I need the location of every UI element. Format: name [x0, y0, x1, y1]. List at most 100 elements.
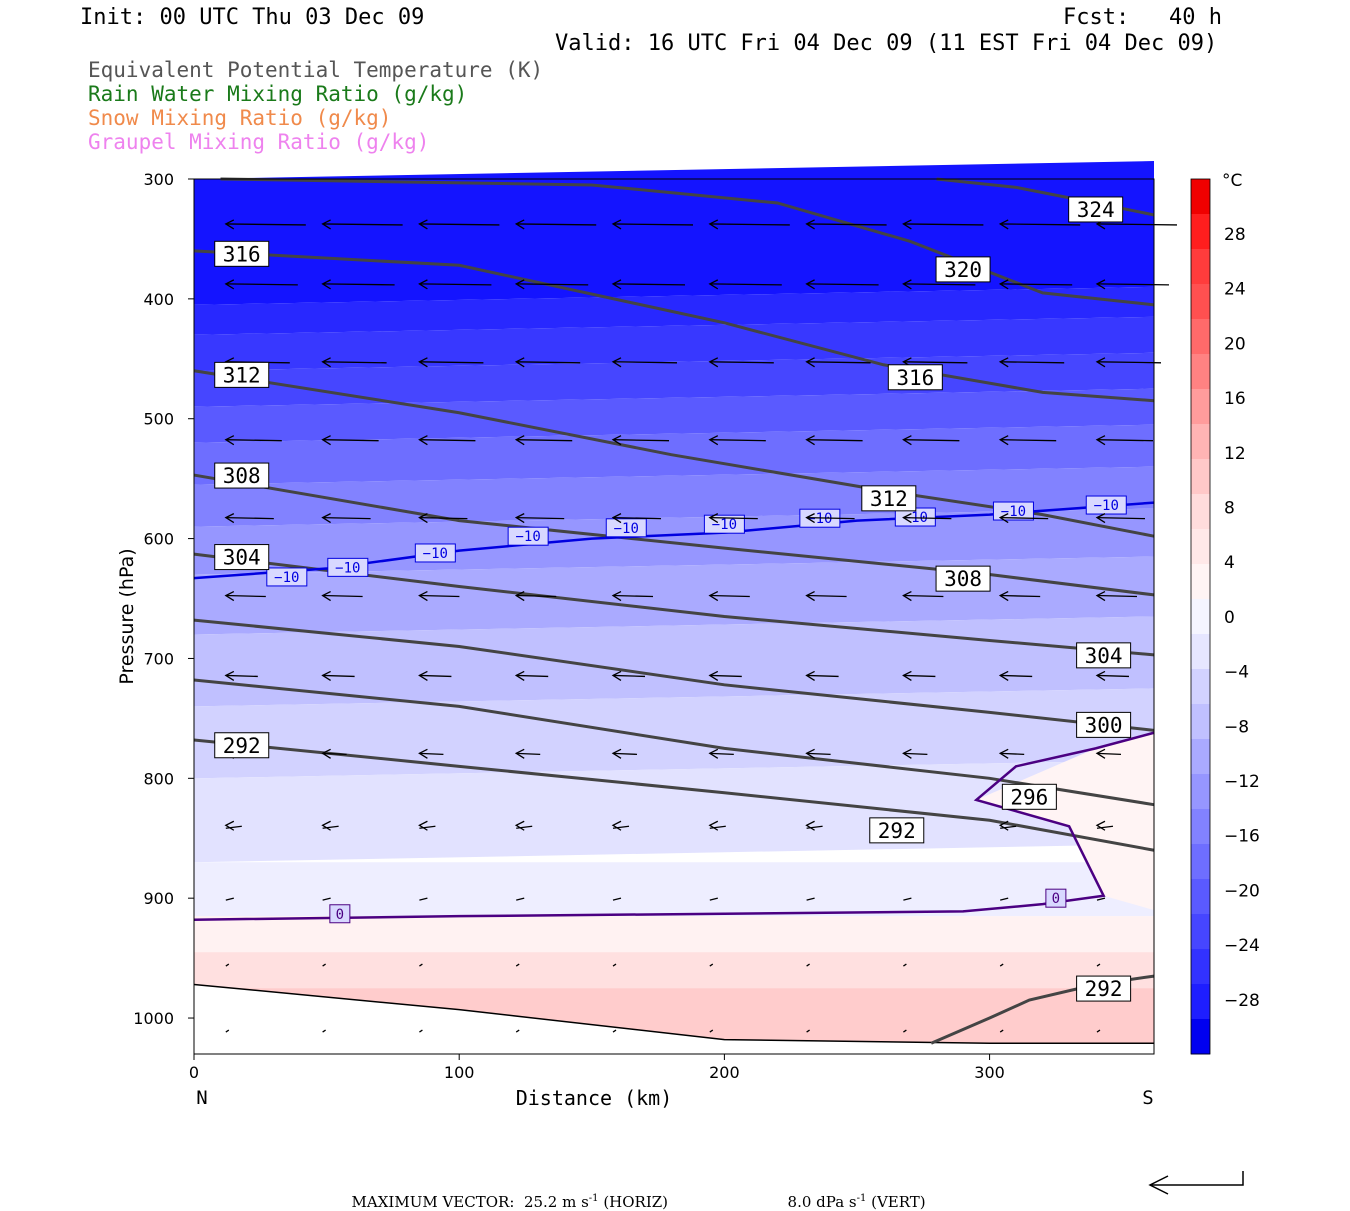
wind-vector	[516, 283, 589, 286]
wind-vector-head	[998, 670, 1009, 681]
isotherm-label: −10	[335, 560, 360, 576]
theta-e-label-box	[935, 256, 991, 283]
wind-vector	[225, 897, 234, 901]
colorbar-segment	[1191, 879, 1210, 915]
theta-e-label-box	[935, 565, 991, 592]
wind-vector-head	[418, 219, 428, 230]
colorbar-segment	[1191, 179, 1210, 215]
colorbar-segment	[1191, 319, 1210, 355]
x-end-label-south: S	[1142, 1087, 1153, 1109]
wind-vector	[516, 674, 549, 678]
theta-e-label: 300	[1085, 713, 1123, 737]
wind-vector	[806, 897, 815, 901]
wind-vector-head	[321, 748, 331, 759]
terrain-mask	[194, 984, 1154, 1054]
wind-vector-head	[224, 590, 235, 602]
theta-e-contour	[193, 473, 1155, 597]
wind-vector-head	[805, 670, 815, 681]
wind-vector	[1000, 674, 1033, 678]
theta-e-contour	[936, 177, 1155, 217]
wind-vector-head	[708, 513, 719, 524]
isotherm-label: −10	[807, 511, 832, 527]
wind-vector-head	[321, 279, 331, 290]
colorbar-segment	[1191, 914, 1210, 950]
isotherm-label-box	[329, 904, 351, 924]
isotherm-label-box	[605, 518, 647, 538]
wind-vector-head	[998, 435, 1009, 446]
colorbar-tick-label: −20	[1224, 881, 1260, 901]
wind-vector-head	[514, 279, 525, 290]
wind-vector	[903, 897, 912, 901]
wind-vector	[806, 361, 871, 364]
wind-vector	[1096, 223, 1177, 226]
wind-vector	[709, 752, 734, 755]
wind-vector-head	[418, 279, 428, 290]
theta-e-label: 316	[896, 366, 934, 390]
wind-vector-head	[902, 219, 912, 230]
valid-time: Valid: 16 UTC Fri 04 Dec 09 (11 EST Fri …	[555, 31, 1218, 56]
wind-vector	[903, 752, 928, 755]
wind-vector	[322, 963, 326, 967]
isotherm-label-box	[507, 526, 549, 546]
wind-vector	[903, 223, 984, 226]
wind-vector-head	[998, 820, 1009, 831]
wind-vector-head	[224, 820, 235, 831]
wind-vector-head	[805, 820, 815, 831]
wind-vector-head	[1095, 357, 1106, 368]
isotherm-label-box	[1085, 495, 1127, 515]
theta-e-label-box	[214, 361, 270, 388]
wind-vector	[225, 674, 258, 678]
x-tick-label: 0	[189, 1063, 199, 1082]
wind-vector-head	[708, 670, 719, 681]
wind-vector-head	[1095, 279, 1106, 290]
isotherm-label-box	[266, 567, 308, 587]
y-tick-label: 600	[143, 530, 174, 549]
wind-vector-head	[805, 513, 815, 524]
wind-vector-head	[321, 670, 331, 681]
isotherm-contour	[193, 731, 1155, 922]
wind-vector	[419, 439, 476, 442]
wind-vector	[709, 963, 714, 967]
colorbar-segment	[1191, 844, 1210, 880]
wind-vector-head	[611, 748, 622, 759]
wind-vector	[1000, 361, 1065, 364]
wind-vector	[806, 963, 810, 967]
wind-vector	[516, 361, 581, 364]
wind-vector	[709, 825, 726, 829]
colorbar-frame	[1190, 178, 1211, 1055]
theta-e-label: 320	[944, 258, 982, 282]
wind-vector	[612, 516, 662, 520]
wind-vector	[806, 223, 887, 226]
colorbar-segment	[1191, 424, 1210, 460]
max-vector-arrow-head	[1148, 1175, 1169, 1195]
wind-vector-head	[514, 219, 525, 230]
wind-vector-head	[418, 670, 428, 681]
wind-vector-head	[998, 590, 1009, 602]
wind-vector-head	[418, 435, 428, 446]
colorbar-tick-label: 24	[1224, 280, 1246, 300]
temperature-band	[194, 161, 1154, 305]
wind-vector	[806, 825, 823, 829]
wind-vector	[1096, 1029, 1101, 1033]
isotherm-label-box	[703, 514, 745, 534]
wind-vector	[903, 439, 960, 442]
isotherm-label-box	[1045, 888, 1067, 908]
wind-vector-head	[998, 279, 1009, 290]
colorbar-tick-label: 8	[1224, 499, 1235, 519]
title-rain: Rain Water Mixing Ratio (g/kg)	[88, 82, 468, 106]
wind-vector	[1000, 283, 1073, 286]
wind-vector	[1096, 674, 1130, 678]
wind-vector-head	[805, 435, 815, 446]
wind-vector	[806, 674, 839, 678]
wind-vector	[225, 439, 282, 442]
wind-vector-head	[805, 748, 815, 759]
wind-vector	[1000, 825, 1017, 829]
wind-vector	[806, 1029, 810, 1033]
wind-vector-head	[224, 219, 235, 230]
wind-vector	[322, 752, 347, 755]
isotherm-label: 0	[1052, 891, 1060, 907]
theta-e-contour	[220, 177, 1155, 307]
colorbar-segment	[1191, 774, 1210, 810]
title-graupel: Graupel Mixing Ratio (g/kg)	[88, 130, 430, 154]
wind-vector-head	[1095, 435, 1106, 446]
